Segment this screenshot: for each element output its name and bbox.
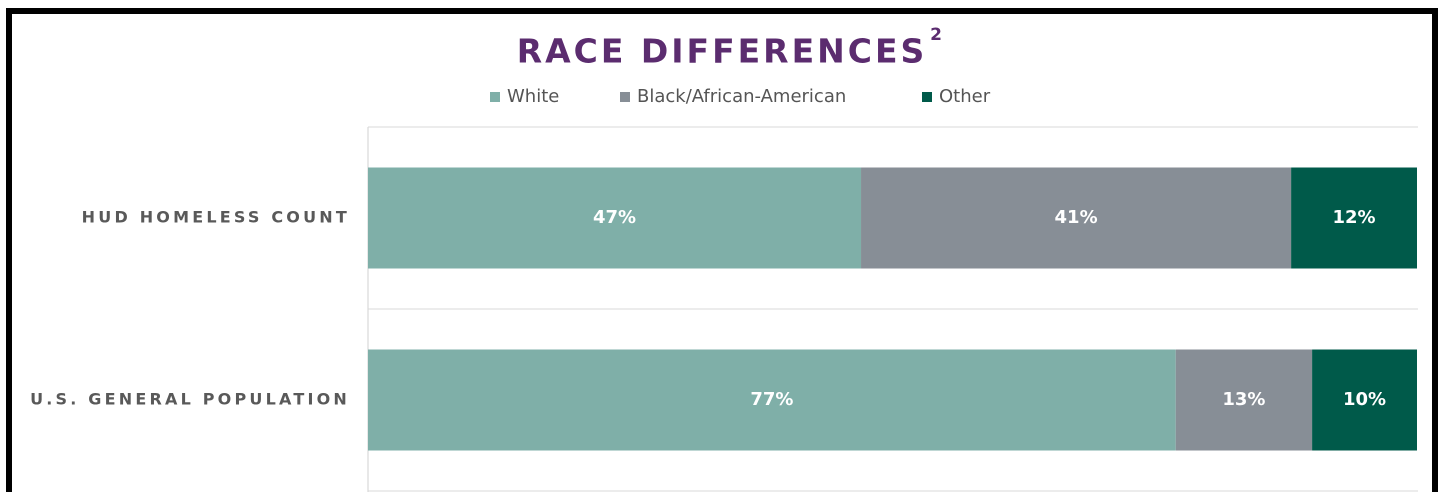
legend-label: Other — [939, 86, 991, 107]
category-label: U.S. GENERAL POPULATION — [30, 390, 350, 409]
legend-swatch — [490, 92, 500, 102]
legend-swatch — [620, 92, 630, 102]
chart-title: RACE DIFFERENCES — [517, 32, 928, 71]
value-label: 41% — [1055, 207, 1098, 228]
value-label: 47% — [593, 207, 636, 228]
bar-segment — [1291, 167, 1417, 269]
bar-segment — [1312, 349, 1417, 451]
frame — [6, 8, 1438, 492]
title-superscript: 2 — [930, 25, 942, 45]
value-label: 10% — [1343, 389, 1386, 410]
category-label: HUD HOMELESS COUNT — [82, 208, 350, 227]
value-label: 77% — [750, 389, 793, 410]
legend-swatch — [922, 92, 932, 102]
bar-segment — [861, 167, 1292, 269]
value-label: 12% — [1333, 207, 1376, 228]
bar-segment — [1175, 349, 1313, 451]
bar-segment — [368, 349, 1176, 451]
legend-label: Black/African-American — [637, 86, 846, 107]
value-label: 13% — [1222, 389, 1265, 410]
bar-segment — [368, 167, 862, 269]
legend-label: White — [507, 86, 559, 107]
